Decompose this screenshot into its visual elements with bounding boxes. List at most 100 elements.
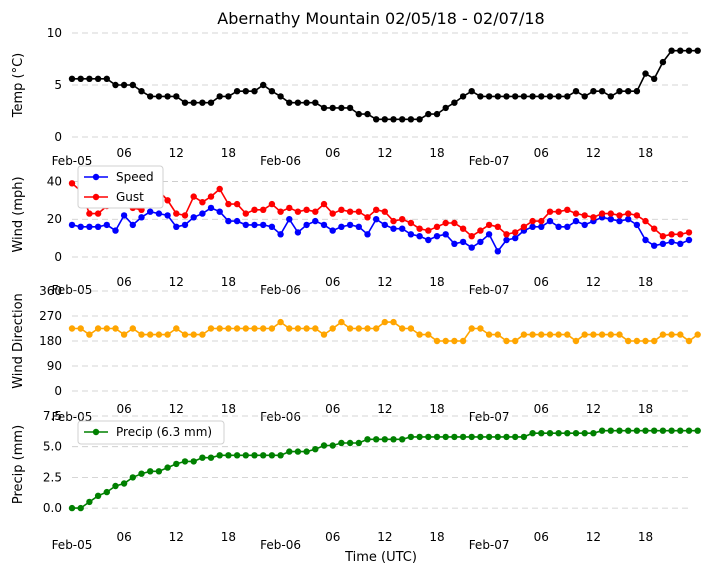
data-point xyxy=(598,331,606,338)
x-tick-label: 12 xyxy=(169,402,184,416)
data-point xyxy=(564,93,571,100)
data-point xyxy=(312,446,319,453)
data-point xyxy=(199,331,206,338)
data-point xyxy=(399,216,406,223)
data-point xyxy=(433,110,441,118)
x-tick-label: Feb-07 xyxy=(469,410,510,424)
data-point xyxy=(468,244,475,251)
data-point xyxy=(633,427,641,434)
data-point xyxy=(459,225,467,232)
data-point xyxy=(520,433,528,441)
data-point xyxy=(529,93,536,100)
data-point xyxy=(268,88,276,95)
data-point xyxy=(181,331,189,338)
data-point xyxy=(555,223,562,230)
data-point xyxy=(485,433,493,441)
data-point xyxy=(303,221,310,229)
data-point xyxy=(668,238,675,246)
y-tick-label: 90 xyxy=(47,359,62,373)
data-point xyxy=(346,325,354,332)
data-point xyxy=(68,504,76,512)
x-axis-label: Time (UTC) xyxy=(344,550,417,565)
data-point xyxy=(546,208,554,215)
data-point xyxy=(399,436,406,443)
data-point xyxy=(147,208,154,215)
data-point xyxy=(407,231,415,238)
legend-marker xyxy=(92,428,100,436)
data-point xyxy=(147,93,154,100)
y-axis-label: Wind Direction xyxy=(11,293,26,389)
data-point xyxy=(173,325,180,332)
data-point xyxy=(685,229,693,236)
data-point xyxy=(616,88,623,95)
data-point xyxy=(225,200,232,208)
x-tick-label: 06 xyxy=(325,275,340,289)
data-point xyxy=(399,225,406,232)
data-point xyxy=(268,223,276,230)
data-point xyxy=(364,231,371,238)
data-point xyxy=(564,223,571,230)
data-point xyxy=(416,233,423,240)
data-point xyxy=(86,498,93,506)
x-tick-label: 18 xyxy=(638,530,653,544)
data-point xyxy=(433,233,441,240)
data-point xyxy=(216,325,223,332)
data-point xyxy=(364,110,371,118)
x-tick-label: 18 xyxy=(429,146,444,160)
data-point xyxy=(68,221,76,229)
data-point xyxy=(112,81,119,89)
x-tick-label: 12 xyxy=(377,146,392,160)
data-point xyxy=(129,81,136,89)
data-point xyxy=(181,212,189,219)
y-tick-label: 40 xyxy=(47,174,62,188)
data-point xyxy=(329,210,336,217)
data-point xyxy=(668,427,675,434)
data-point xyxy=(390,225,397,232)
data-point xyxy=(555,430,562,437)
data-point xyxy=(416,433,423,441)
data-point xyxy=(199,199,206,206)
data-point xyxy=(425,236,432,244)
data-point xyxy=(685,337,693,345)
data-point xyxy=(485,221,493,229)
data-point xyxy=(668,331,675,338)
x-tick-label: Feb-05 xyxy=(52,283,93,297)
data-point xyxy=(346,208,354,215)
data-point xyxy=(572,217,580,225)
x-tick-label: 12 xyxy=(377,275,392,289)
data-point xyxy=(94,325,102,332)
data-point xyxy=(251,221,258,229)
data-point xyxy=(173,460,180,468)
data-point xyxy=(381,221,388,229)
legend-marker xyxy=(92,173,100,181)
data-point xyxy=(407,219,415,227)
data-point xyxy=(581,221,588,229)
data-point xyxy=(86,210,93,217)
data-point xyxy=(286,325,293,332)
data-point xyxy=(155,93,163,100)
data-point xyxy=(694,331,701,338)
data-point xyxy=(286,204,293,212)
x-tick-label: 18 xyxy=(429,402,444,416)
data-point xyxy=(581,430,588,437)
y-tick-label: 2.5 xyxy=(43,470,62,484)
data-point xyxy=(260,452,267,459)
data-point xyxy=(607,216,614,223)
data-point xyxy=(346,104,354,112)
x-tick-label: 12 xyxy=(377,530,392,544)
data-point xyxy=(546,93,554,100)
data-point xyxy=(390,436,397,443)
y-axis-label: Precip (mm) xyxy=(11,425,26,504)
x-tick-label: 18 xyxy=(429,530,444,544)
data-point xyxy=(373,325,380,332)
data-point xyxy=(233,200,241,208)
data-point xyxy=(251,325,258,332)
data-point xyxy=(633,212,641,219)
data-point xyxy=(485,93,493,100)
data-point xyxy=(590,88,597,95)
data-point xyxy=(677,231,684,238)
data-point xyxy=(312,325,319,332)
data-point xyxy=(668,231,675,238)
data-point xyxy=(442,337,449,345)
